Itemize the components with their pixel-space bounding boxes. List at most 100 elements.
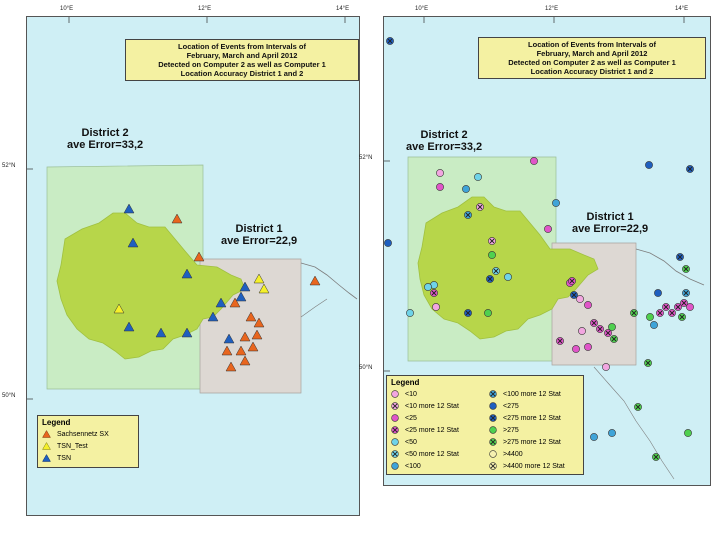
event-circle-marker (488, 251, 496, 259)
event-marker-cross (591, 320, 597, 326)
event-circle-marker (552, 199, 560, 207)
right-title-line-4: Location Accuracy District 1 and 2 (530, 67, 654, 76)
event-triangle-marker (221, 345, 233, 356)
right-district-1-name: District 1 (586, 211, 634, 223)
crossed-circle-icon (391, 426, 399, 434)
crossed-circle-icon (489, 462, 497, 470)
left-district-1-error: ave Error=22,9 (221, 235, 298, 247)
right-legend-label: <100 more 12 Stat (503, 390, 561, 398)
event-circle-marker (584, 301, 592, 309)
event-marker-cross (687, 166, 693, 172)
left-tick-50n: 50°N (2, 393, 16, 399)
right-legend-item: <275 (485, 400, 583, 412)
event-circle-marker (584, 343, 592, 351)
left-title-line-2: February, March and April 2012 (186, 51, 298, 60)
right-legend-column-2: <100 more 12 Stat <275 <275 more 12 Stat >2… (485, 388, 583, 472)
crossed-circle-icon (391, 402, 399, 410)
right-district-1-label: District 1 ave Error=22,9 (572, 211, 648, 235)
event-triangle-marker (229, 297, 241, 308)
crossed-circle-icon (489, 414, 497, 422)
event-circle-marker (686, 303, 694, 311)
event-marker-cross (477, 204, 483, 210)
event-triangle-marker (223, 333, 235, 344)
event-circle-marker (572, 345, 580, 353)
circle-icon (391, 462, 399, 470)
event-triangle-marker (181, 268, 193, 279)
event-marker-cross (631, 310, 637, 316)
event-triangle-marker (309, 275, 321, 286)
right-event-markers (384, 37, 694, 461)
event-circle-marker (650, 321, 658, 329)
left-district-1-name: District 1 (235, 223, 283, 235)
event-triangle-marker (123, 321, 135, 332)
right-legend-item: <25 (387, 412, 485, 424)
event-triangle-marker (127, 237, 139, 248)
left-legend: Legend Sachsennetz SX TSN_Test TSN (37, 415, 139, 468)
circle-icon (489, 426, 497, 434)
right-legend-label: >275 more 12 Stat (503, 438, 561, 446)
right-legend-column-1: <10 <10 more 12 Stat <25 <25 more 12 Stat <5… (387, 388, 485, 472)
event-circle-marker (646, 313, 654, 321)
event-triangle-marker (245, 311, 257, 322)
event-triangle-marker (155, 327, 167, 338)
event-triangle-marker (258, 283, 270, 294)
right-legend-title: Legend (391, 378, 420, 387)
right-legend-item: <10 (387, 388, 485, 400)
event-triangle-marker (225, 361, 237, 372)
event-triangle-marker (239, 355, 251, 366)
event-circle-marker (590, 433, 598, 441)
crossed-circle-icon (489, 438, 497, 446)
right-legend-label: <25 more 12 Stat (405, 426, 459, 434)
circle-icon (391, 390, 399, 398)
right-legend-item: >4400 more 12 Stat (485, 460, 583, 472)
right-tick-10e: 10°E (415, 6, 429, 12)
right-district-2-error: ave Error=33,2 (406, 141, 483, 153)
right-map-frame: Location of Events from Intervals of Feb… (383, 16, 711, 486)
left-tick-52n: 52°N (2, 163, 16, 169)
event-triangle-marker (235, 345, 247, 356)
event-marker-cross (677, 254, 683, 260)
event-circle-marker (462, 185, 470, 193)
event-triangle-marker (239, 331, 251, 342)
circle-icon (489, 450, 497, 458)
event-circle-marker (436, 183, 444, 191)
event-marker-cross (493, 268, 499, 274)
left-tick-12e: 12°E (198, 6, 212, 12)
left-legend-item-tsn-test: TSN_Test (38, 440, 138, 452)
right-legend-label: <10 more 12 Stat (405, 402, 459, 410)
right-tick-52n: 52°N (359, 155, 373, 161)
event-marker-cross (557, 338, 563, 344)
event-circle-marker (406, 309, 414, 317)
left-tick-10e: 10°E (60, 6, 74, 12)
right-legend-label: <25 (405, 414, 417, 422)
event-marker-cross (675, 304, 681, 310)
event-triangle-marker (235, 291, 247, 302)
circle-icon (391, 438, 399, 446)
event-circle-marker (432, 303, 440, 311)
right-legend-item: <100 (387, 460, 485, 472)
right-legend-item: <50 more 12 Stat (387, 448, 485, 460)
right-district-2-label: District 2 ave Error=33,2 (406, 129, 482, 153)
right-legend-label: <50 more 12 Stat (405, 450, 459, 458)
event-marker-cross (611, 336, 617, 342)
event-triangle-marker (207, 311, 219, 322)
circle-icon (489, 402, 497, 410)
event-triangle-marker (239, 281, 251, 292)
left-map-title-box: Location of Events from Intervals of Feb… (125, 39, 359, 81)
event-triangle-marker (247, 341, 259, 352)
event-circle-marker (608, 323, 616, 331)
event-marker-cross (669, 310, 675, 316)
event-marker-cross (487, 276, 493, 282)
event-triangle-marker (171, 213, 183, 224)
yellow-triangle-icon (42, 442, 51, 450)
event-circle-marker (654, 289, 662, 297)
left-district-1-label: District 1 ave Error=22,9 (221, 223, 297, 247)
blue-triangle-icon (42, 454, 51, 462)
left-district-2-error: ave Error=33,2 (67, 139, 144, 151)
event-marker-cross (571, 292, 577, 298)
left-tick-14e: 14°E (336, 6, 350, 12)
event-marker-cross (465, 212, 471, 218)
left-event-markers (113, 203, 321, 372)
event-triangle-marker (215, 297, 227, 308)
event-triangle-marker (113, 303, 125, 314)
